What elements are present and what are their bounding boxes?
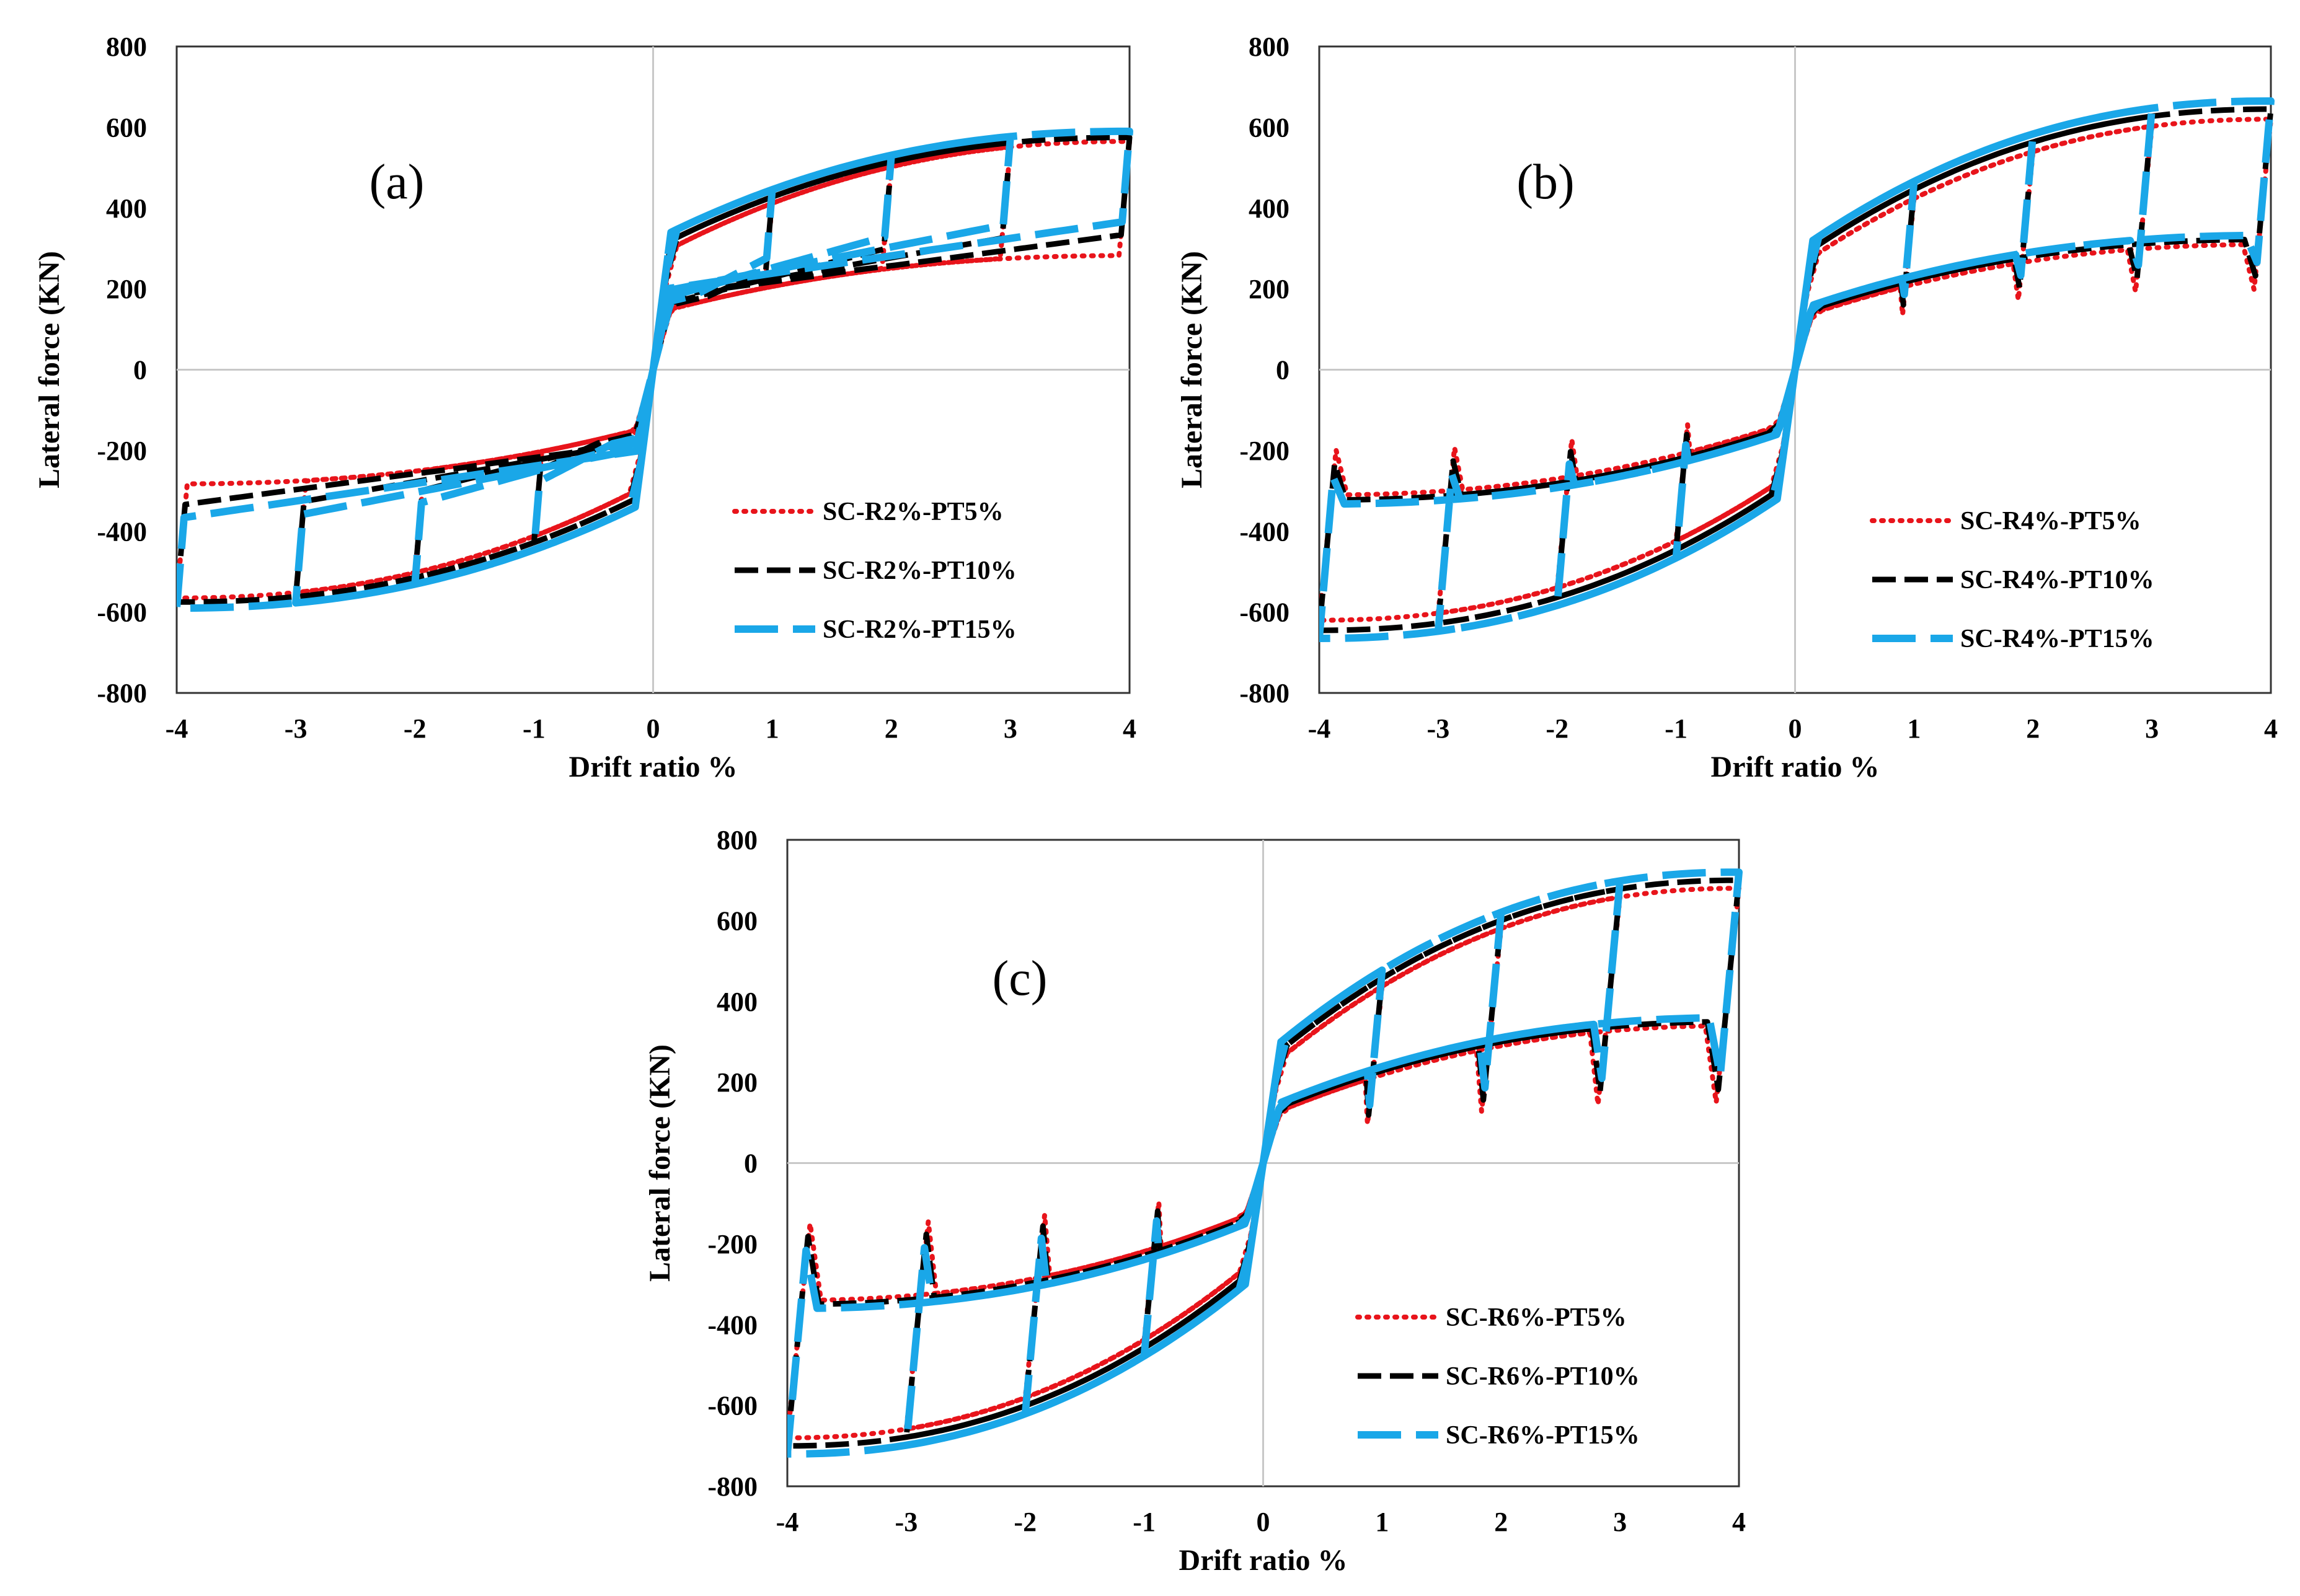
y-tick-label: 200 [1249,274,1289,304]
x-tick-label: -4 [1308,713,1331,744]
y-tick-label: 600 [1249,112,1289,143]
y-tick-label: -600 [97,597,147,628]
panel-label: (c) [993,951,1048,1006]
legend-label-3: SC-R6%-PT15% [1446,1421,1640,1450]
y-tick-label: -800 [1239,678,1289,708]
legend-label-1: SC-R4%-PT5% [1960,507,2141,536]
x-tick-label: 4 [1732,1507,1746,1537]
x-tick-label: 3 [2145,713,2159,744]
series-line-3 [1319,97,2275,642]
x-tick-label: -3 [1427,713,1450,744]
y-tick-label: 600 [717,906,758,936]
x-tick-label: -4 [776,1507,799,1537]
y-tick-label: 0 [133,355,147,386]
y-axis-title: Lateral force (KN) [33,251,66,488]
x-tick-label: 3 [1004,713,1017,744]
x-tick-label: -1 [1665,713,1687,744]
legend-label-3: SC-R2%-PT15% [823,615,1017,644]
legend: SC-R6%-PT5% SC-R6%-PT10% SC-R6%-PT15% [1355,1303,1640,1450]
y-tick-label: -200 [97,436,147,466]
x-tick-label: 1 [1907,713,1921,744]
y-tick-label: -400 [1239,516,1289,547]
x-tick-label: 4 [2264,713,2278,744]
chart-panel-3: -4 -3 -2 -1 0 1 2 3 4 800 600 400 200 0 -200 -400 -600 -8… [644,825,1746,1577]
y-tick-label: -800 [97,678,147,708]
y-tick-label: 800 [717,825,758,855]
x-tick-label: -2 [1014,1507,1037,1537]
y-tick-label: -600 [707,1391,758,1421]
y-tick-label: 400 [1249,193,1289,224]
x-tick-label: -2 [1546,713,1568,744]
x-tick-label: -3 [285,713,307,744]
x-tick-label: 2 [2026,713,2040,744]
x-tick-label: 2 [1494,1507,1508,1537]
y-tick-label: 400 [106,193,147,224]
legend-label-1: SC-R6%-PT5% [1446,1303,1627,1332]
y-axis-title: Lateral force (KN) [1175,251,1208,488]
x-tick-label: 1 [766,713,779,744]
y-axis-title: Lateral force (KN) [644,1044,676,1282]
y-tick-label: 800 [106,32,147,62]
legend-label-1: SC-R2%-PT5% [823,498,1004,526]
x-axis-title: Drift ratio % [569,751,738,783]
x-tick-label: -1 [523,713,546,744]
x-tick-label: -1 [1133,1507,1156,1537]
series-line-3 [177,127,1133,612]
y-tick-label: 200 [717,1067,758,1098]
y-tick-label: 400 [717,987,758,1017]
x-axis-title: Drift ratio % [1179,1544,1348,1577]
chart-panel-2: -4 -3 -2 -1 0 1 2 3 4 800 600 400 200 0 -200 -400 -600 -8… [1175,32,2278,783]
x-tick-label: 2 [885,713,898,744]
x-tick-label: 1 [1375,1507,1389,1537]
x-tick-label: 0 [1257,1507,1270,1537]
y-tick-label: -400 [707,1310,758,1340]
legend-label-2: SC-R6%-PT10% [1446,1362,1640,1391]
x-tick-label: 0 [1789,713,1802,744]
y-tick-label: -200 [707,1229,758,1259]
series-line-3 [787,868,1743,1458]
legend-label-2: SC-R4%-PT10% [1960,566,2154,594]
x-tick-label: -4 [166,713,188,744]
y-tick-label: 600 [106,112,147,143]
y-tick-label: -600 [1239,597,1289,628]
y-tick-label: -400 [97,516,147,547]
y-tick-label: -200 [1239,436,1289,466]
x-tick-label: 0 [647,713,660,744]
legend: SC-R2%-PT5% SC-R2%-PT10% SC-R2%-PT15% [732,498,1017,644]
legend-label-3: SC-R4%-PT15% [1960,625,2154,653]
x-tick-label: -3 [895,1507,918,1537]
y-tick-label: 800 [1249,32,1289,62]
x-tick-label: 3 [1613,1507,1627,1537]
y-tick-label: 200 [106,274,147,304]
legend: SC-R4%-PT5% SC-R4%-PT10% SC-R4%-PT15% [1870,507,2154,653]
panel-label: (b) [1516,155,1574,209]
x-tick-label: 4 [1123,713,1136,744]
y-tick-label: 0 [1276,355,1289,386]
x-axis-title: Drift ratio % [1711,751,1880,783]
x-tick-label: -2 [404,713,427,744]
y-tick-label: 0 [744,1149,758,1179]
chart-panel-1: -4 -3 -2 -1 0 1 2 3 4 800 600 400 200 0 -200 -400 -600 -8… [33,32,1136,783]
legend-label-2: SC-R2%-PT10% [823,557,1017,585]
panel-label: (a) [369,155,425,209]
y-tick-label: -800 [707,1471,758,1502]
